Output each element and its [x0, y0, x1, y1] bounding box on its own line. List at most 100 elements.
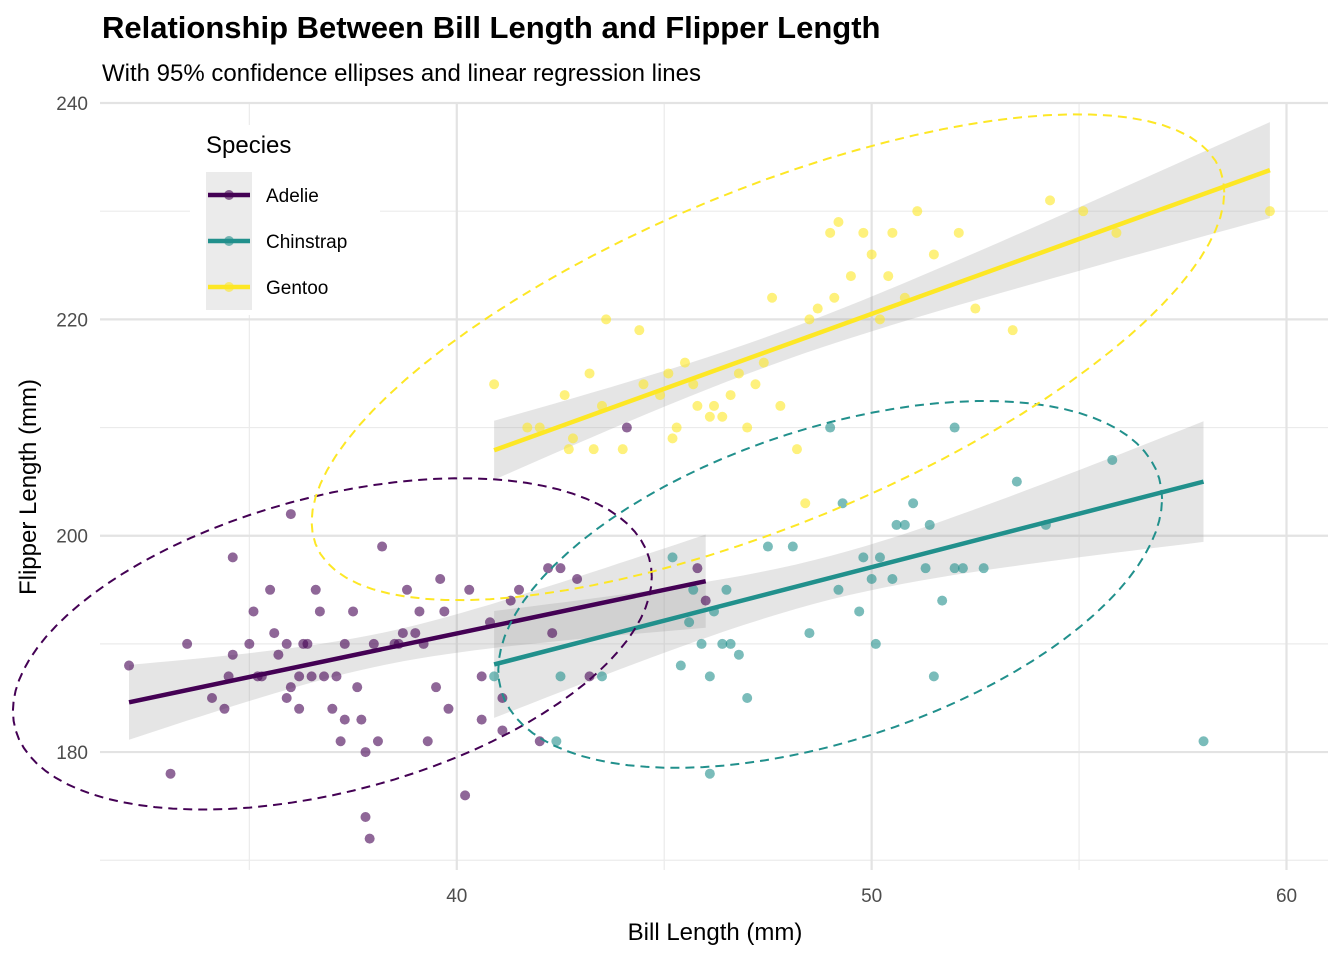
point-gentoo — [767, 292, 778, 303]
regression-line-adelie — [128, 578, 707, 705]
point-chinstrap — [928, 671, 939, 682]
point-chinstrap — [762, 541, 773, 552]
point-chinstrap — [704, 671, 715, 682]
point-chinstrap — [858, 552, 869, 563]
point-chinstrap — [725, 638, 736, 649]
point-chinstrap — [555, 671, 566, 682]
point-adelie — [331, 671, 342, 682]
point-gentoo — [1078, 206, 1089, 217]
point-gentoo — [601, 314, 612, 325]
point-adelie — [692, 563, 703, 574]
y-tick-label: 240 — [56, 94, 88, 115]
point-adelie — [377, 541, 388, 552]
point-chinstrap — [837, 498, 848, 509]
point-gentoo — [883, 271, 894, 282]
chart-subtitle: With 95% confidence ellipses and linear … — [102, 60, 701, 87]
point-gentoo — [866, 249, 877, 260]
point-adelie — [476, 714, 487, 725]
point-gentoo — [800, 498, 811, 509]
point-chinstrap — [887, 573, 898, 584]
point-chinstrap — [667, 552, 678, 563]
point-chinstrap — [742, 692, 753, 703]
x-tick-label: 60 — [1276, 886, 1297, 907]
point-adelie — [227, 649, 238, 660]
legend-label-gentoo: Gentoo — [266, 278, 328, 299]
point-gentoo — [688, 379, 699, 390]
y-tick-label: 180 — [56, 743, 88, 764]
point-adelie — [443, 703, 454, 714]
point-gentoo — [804, 314, 815, 325]
point-adelie — [244, 638, 255, 649]
point-gentoo — [928, 249, 939, 260]
point-chinstrap — [978, 563, 989, 574]
x-tick-label: 50 — [861, 886, 882, 907]
point-chinstrap — [696, 638, 707, 649]
point-gentoo — [733, 368, 744, 379]
point-adelie — [435, 573, 446, 584]
point-gentoo — [692, 400, 703, 411]
point-adelie — [182, 638, 193, 649]
point-gentoo — [679, 357, 690, 368]
point-gentoo — [1264, 206, 1275, 217]
point-adelie — [514, 584, 525, 595]
point-gentoo — [858, 227, 869, 238]
confidence-ellipses — [11, 113, 1226, 811]
regression-line-gentoo — [493, 167, 1271, 453]
confidence-ellipse-adelie — [11, 477, 653, 811]
point-gentoo — [563, 444, 574, 455]
point-chinstrap — [866, 573, 877, 584]
point-gentoo — [791, 444, 802, 455]
point-chinstrap — [957, 563, 968, 574]
point-chinstrap — [874, 552, 885, 563]
point-gentoo — [663, 368, 674, 379]
regression-line-chinstrap — [493, 479, 1205, 667]
y-axis-title: Flipper Length (mm) — [15, 379, 42, 595]
point-chinstrap — [717, 638, 728, 649]
point-gentoo — [717, 411, 728, 422]
point-gentoo — [970, 303, 981, 314]
point-adelie — [621, 422, 632, 433]
point-adelie — [460, 790, 471, 801]
point-gentoo — [775, 400, 786, 411]
point-adelie — [360, 747, 371, 758]
point-gentoo — [812, 303, 823, 314]
legend-title: Species — [206, 132, 291, 159]
point-chinstrap — [949, 422, 960, 433]
point-chinstrap — [891, 519, 902, 530]
point-gentoo — [534, 422, 545, 433]
point-gentoo — [671, 422, 682, 433]
point-adelie — [302, 638, 313, 649]
point-chinstrap — [787, 541, 798, 552]
point-gentoo — [825, 227, 836, 238]
point-adelie — [207, 692, 218, 703]
point-adelie — [543, 563, 554, 574]
confidence-band-chinstrap — [494, 421, 1204, 718]
point-chinstrap — [924, 519, 935, 530]
point-chinstrap — [675, 660, 686, 671]
point-adelie — [368, 638, 379, 649]
point-adelie — [327, 703, 338, 714]
point-gentoo — [638, 379, 649, 390]
y-tick-label: 200 — [56, 527, 88, 548]
point-chinstrap — [688, 584, 699, 595]
point-adelie — [352, 682, 363, 693]
point-adelie — [356, 714, 367, 725]
point-gentoo — [833, 216, 844, 227]
point-gentoo — [845, 271, 856, 282]
point-chinstrap — [684, 617, 695, 628]
point-chinstrap — [1011, 476, 1022, 487]
point-adelie — [335, 736, 346, 747]
point-gentoo — [953, 227, 964, 238]
point-adelie — [348, 606, 359, 617]
point-adelie — [700, 595, 711, 606]
legend: Species Adelie Chinstrap Gentoo — [190, 125, 380, 315]
point-adelie — [285, 682, 296, 693]
point-adelie — [476, 671, 487, 682]
x-axis-title: Bill Length (mm) — [628, 919, 803, 946]
point-chinstrap — [704, 768, 715, 779]
point-adelie — [273, 649, 284, 660]
point-gentoo — [559, 390, 570, 401]
point-chinstrap — [721, 584, 732, 595]
point-adelie — [219, 703, 230, 714]
legend-point-gentoo — [224, 282, 234, 292]
